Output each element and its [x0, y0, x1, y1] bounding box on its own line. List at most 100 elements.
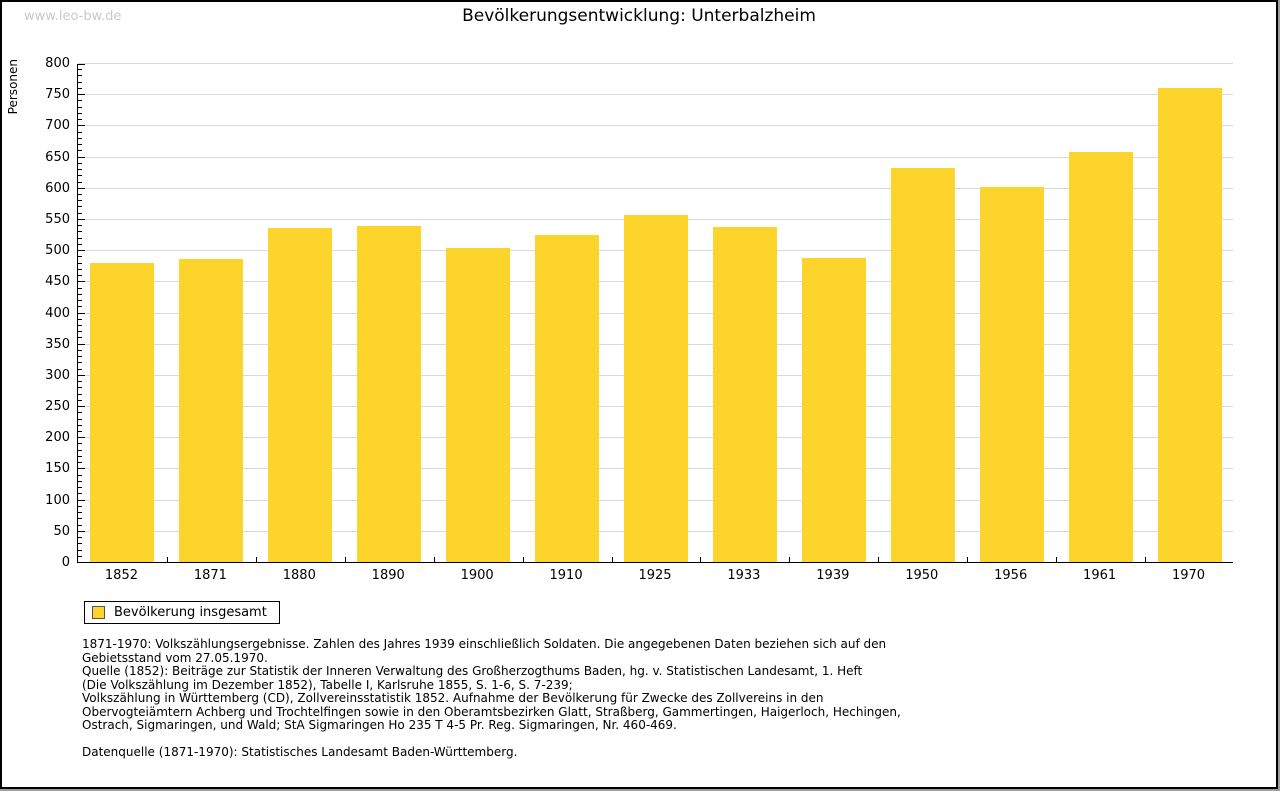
y-minor-tick — [78, 175, 82, 177]
bar — [712, 227, 777, 562]
y-minor-tick — [78, 268, 82, 270]
y-minor-tick — [78, 524, 82, 526]
y-minor-tick — [78, 231, 82, 233]
grid-line — [78, 94, 1233, 96]
page-title: Bevölkerungsentwicklung: Unterbalzheim — [462, 6, 816, 26]
y-major-tick — [78, 562, 85, 563]
y-minor-tick — [78, 424, 82, 426]
y-minor-tick — [78, 75, 82, 77]
y-tick-label: 400 — [45, 305, 70, 321]
footnotes: 1871-1970: Volkszählungsergebnisse. Zahl… — [82, 637, 912, 759]
bar — [357, 226, 422, 562]
y-minor-tick — [78, 81, 82, 83]
footnote-line: Quelle (1852): Beiträge zur Statistik de… — [82, 664, 863, 678]
y-minor-tick — [78, 493, 82, 495]
y-minor-tick — [78, 69, 82, 71]
y-tick-label: 650 — [45, 149, 70, 165]
y-major-tick — [78, 94, 85, 96]
footnote-line: Obervogteiämtern Achberg und Trochtelfin… — [82, 704, 901, 719]
x-tick-label: 1890 — [371, 568, 405, 583]
bar — [268, 228, 333, 562]
y-major-tick — [78, 406, 85, 408]
y-minor-tick — [78, 212, 82, 214]
y-minor-tick — [78, 243, 82, 245]
y-minor-tick — [78, 393, 82, 395]
bar — [179, 259, 244, 562]
y-minor-tick — [78, 362, 82, 364]
y-minor-tick — [78, 193, 82, 195]
x-boundary-tick — [878, 557, 879, 562]
bar — [90, 263, 155, 562]
bar — [1157, 88, 1222, 562]
y-major-tick — [78, 156, 85, 158]
y-minor-tick — [78, 537, 82, 539]
x-boundary-tick — [1056, 557, 1057, 562]
y-minor-tick — [78, 368, 82, 370]
y-tick-label: 250 — [45, 399, 70, 415]
y-minor-tick — [78, 412, 82, 414]
y-major-tick — [78, 250, 85, 252]
y-major-tick — [78, 281, 85, 283]
y-minor-tick — [78, 349, 82, 351]
y-minor-tick — [78, 431, 82, 432]
x-boundary-tick — [967, 557, 968, 562]
y-tick-label: 200 — [45, 430, 70, 446]
footnote-line: (Die Volkszählung im Dezember 1852), Tab… — [82, 677, 573, 692]
x-tick-label: 1961 — [1083, 568, 1117, 583]
y-major-tick — [78, 125, 85, 127]
y-major-tick — [78, 312, 85, 314]
legend-label: Bevölkerung insgesamt — [114, 605, 267, 620]
y-minor-tick — [78, 237, 82, 239]
bar — [890, 168, 955, 562]
y-axis-title: Personen — [6, 59, 20, 115]
x-boundary-tick — [789, 557, 790, 562]
y-minor-tick — [78, 256, 82, 258]
y-minor-tick — [78, 449, 82, 451]
footnote-line: Volkszählung in Württemberg (CD), Zollve… — [82, 691, 824, 705]
y-major-tick — [78, 374, 85, 376]
y-minor-tick — [78, 119, 82, 121]
y-minor-tick — [78, 318, 82, 320]
y-minor-tick — [78, 455, 82, 457]
y-minor-tick — [78, 300, 82, 302]
grid-line — [78, 125, 1233, 127]
footnote-line: 1871-1970: Volkszählungsergebnisse. Zahl… — [82, 637, 887, 651]
y-minor-tick — [78, 100, 82, 102]
y-minor-tick — [78, 262, 82, 264]
x-tick-label: 1925 — [638, 568, 672, 583]
legend: Bevölkerung insgesamt — [84, 601, 280, 624]
y-minor-tick — [78, 200, 82, 202]
y-minor-tick — [78, 399, 82, 401]
y-major-tick — [78, 499, 85, 501]
y-minor-tick — [78, 306, 82, 308]
y-major-tick — [78, 437, 85, 439]
y-tick-label: 700 — [45, 118, 70, 134]
grid-line — [78, 187, 1233, 189]
y-minor-tick — [78, 169, 82, 171]
y-minor-tick — [78, 106, 82, 108]
grid-line — [78, 63, 1233, 64]
y-tick-label: 100 — [45, 492, 70, 508]
x-tick-label: 1880 — [282, 568, 316, 583]
y-minor-tick — [78, 287, 82, 289]
bar — [1068, 152, 1133, 562]
y-minor-tick — [78, 549, 82, 551]
y-minor-tick — [78, 150, 82, 152]
x-tick-label: 1939 — [816, 568, 850, 583]
y-minor-tick — [78, 356, 82, 358]
y-tick-label: 600 — [45, 180, 70, 196]
x-tick-label: 1900 — [460, 568, 494, 583]
y-tick-label: 50 — [53, 523, 70, 539]
y-minor-tick — [78, 505, 82, 507]
y-minor-tick — [78, 162, 82, 164]
y-tick-label: 150 — [45, 461, 70, 477]
y-minor-tick — [78, 543, 82, 545]
y-minor-tick — [78, 474, 82, 476]
y-major-tick — [78, 468, 85, 470]
x-tick-label: 1956 — [994, 568, 1028, 583]
y-minor-tick — [78, 443, 82, 445]
y-minor-tick — [78, 87, 82, 89]
watermark: www.leo-bw.de — [24, 9, 122, 24]
y-minor-tick — [78, 512, 82, 514]
y-minor-tick — [78, 112, 82, 114]
